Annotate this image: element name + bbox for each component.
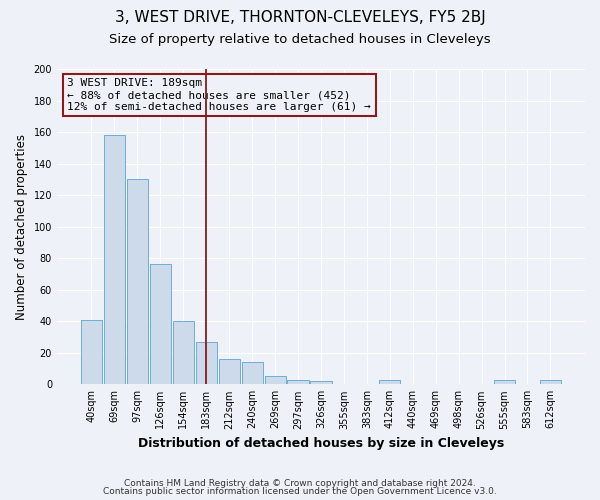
Bar bbox=[540, 380, 561, 384]
Bar bbox=[150, 264, 171, 384]
Bar bbox=[242, 362, 263, 384]
Text: Size of property relative to detached houses in Cleveleys: Size of property relative to detached ho… bbox=[109, 32, 491, 46]
Bar bbox=[218, 359, 240, 384]
Bar bbox=[494, 380, 515, 384]
Y-axis label: Number of detached properties: Number of detached properties bbox=[15, 134, 28, 320]
Bar bbox=[265, 376, 286, 384]
Bar bbox=[173, 321, 194, 384]
X-axis label: Distribution of detached houses by size in Cleveleys: Distribution of detached houses by size … bbox=[138, 437, 504, 450]
Text: 3 WEST DRIVE: 189sqm
← 88% of detached houses are smaller (452)
12% of semi-deta: 3 WEST DRIVE: 189sqm ← 88% of detached h… bbox=[67, 78, 371, 112]
Text: 3, WEST DRIVE, THORNTON-CLEVELEYS, FY5 2BJ: 3, WEST DRIVE, THORNTON-CLEVELEYS, FY5 2… bbox=[115, 10, 485, 25]
Bar bbox=[104, 135, 125, 384]
Bar bbox=[196, 342, 217, 384]
Bar bbox=[310, 381, 332, 384]
Text: Contains public sector information licensed under the Open Government Licence v3: Contains public sector information licen… bbox=[103, 487, 497, 496]
Bar bbox=[127, 180, 148, 384]
Bar bbox=[287, 380, 308, 384]
Bar bbox=[81, 320, 102, 384]
Bar bbox=[379, 380, 400, 384]
Text: Contains HM Land Registry data © Crown copyright and database right 2024.: Contains HM Land Registry data © Crown c… bbox=[124, 478, 476, 488]
